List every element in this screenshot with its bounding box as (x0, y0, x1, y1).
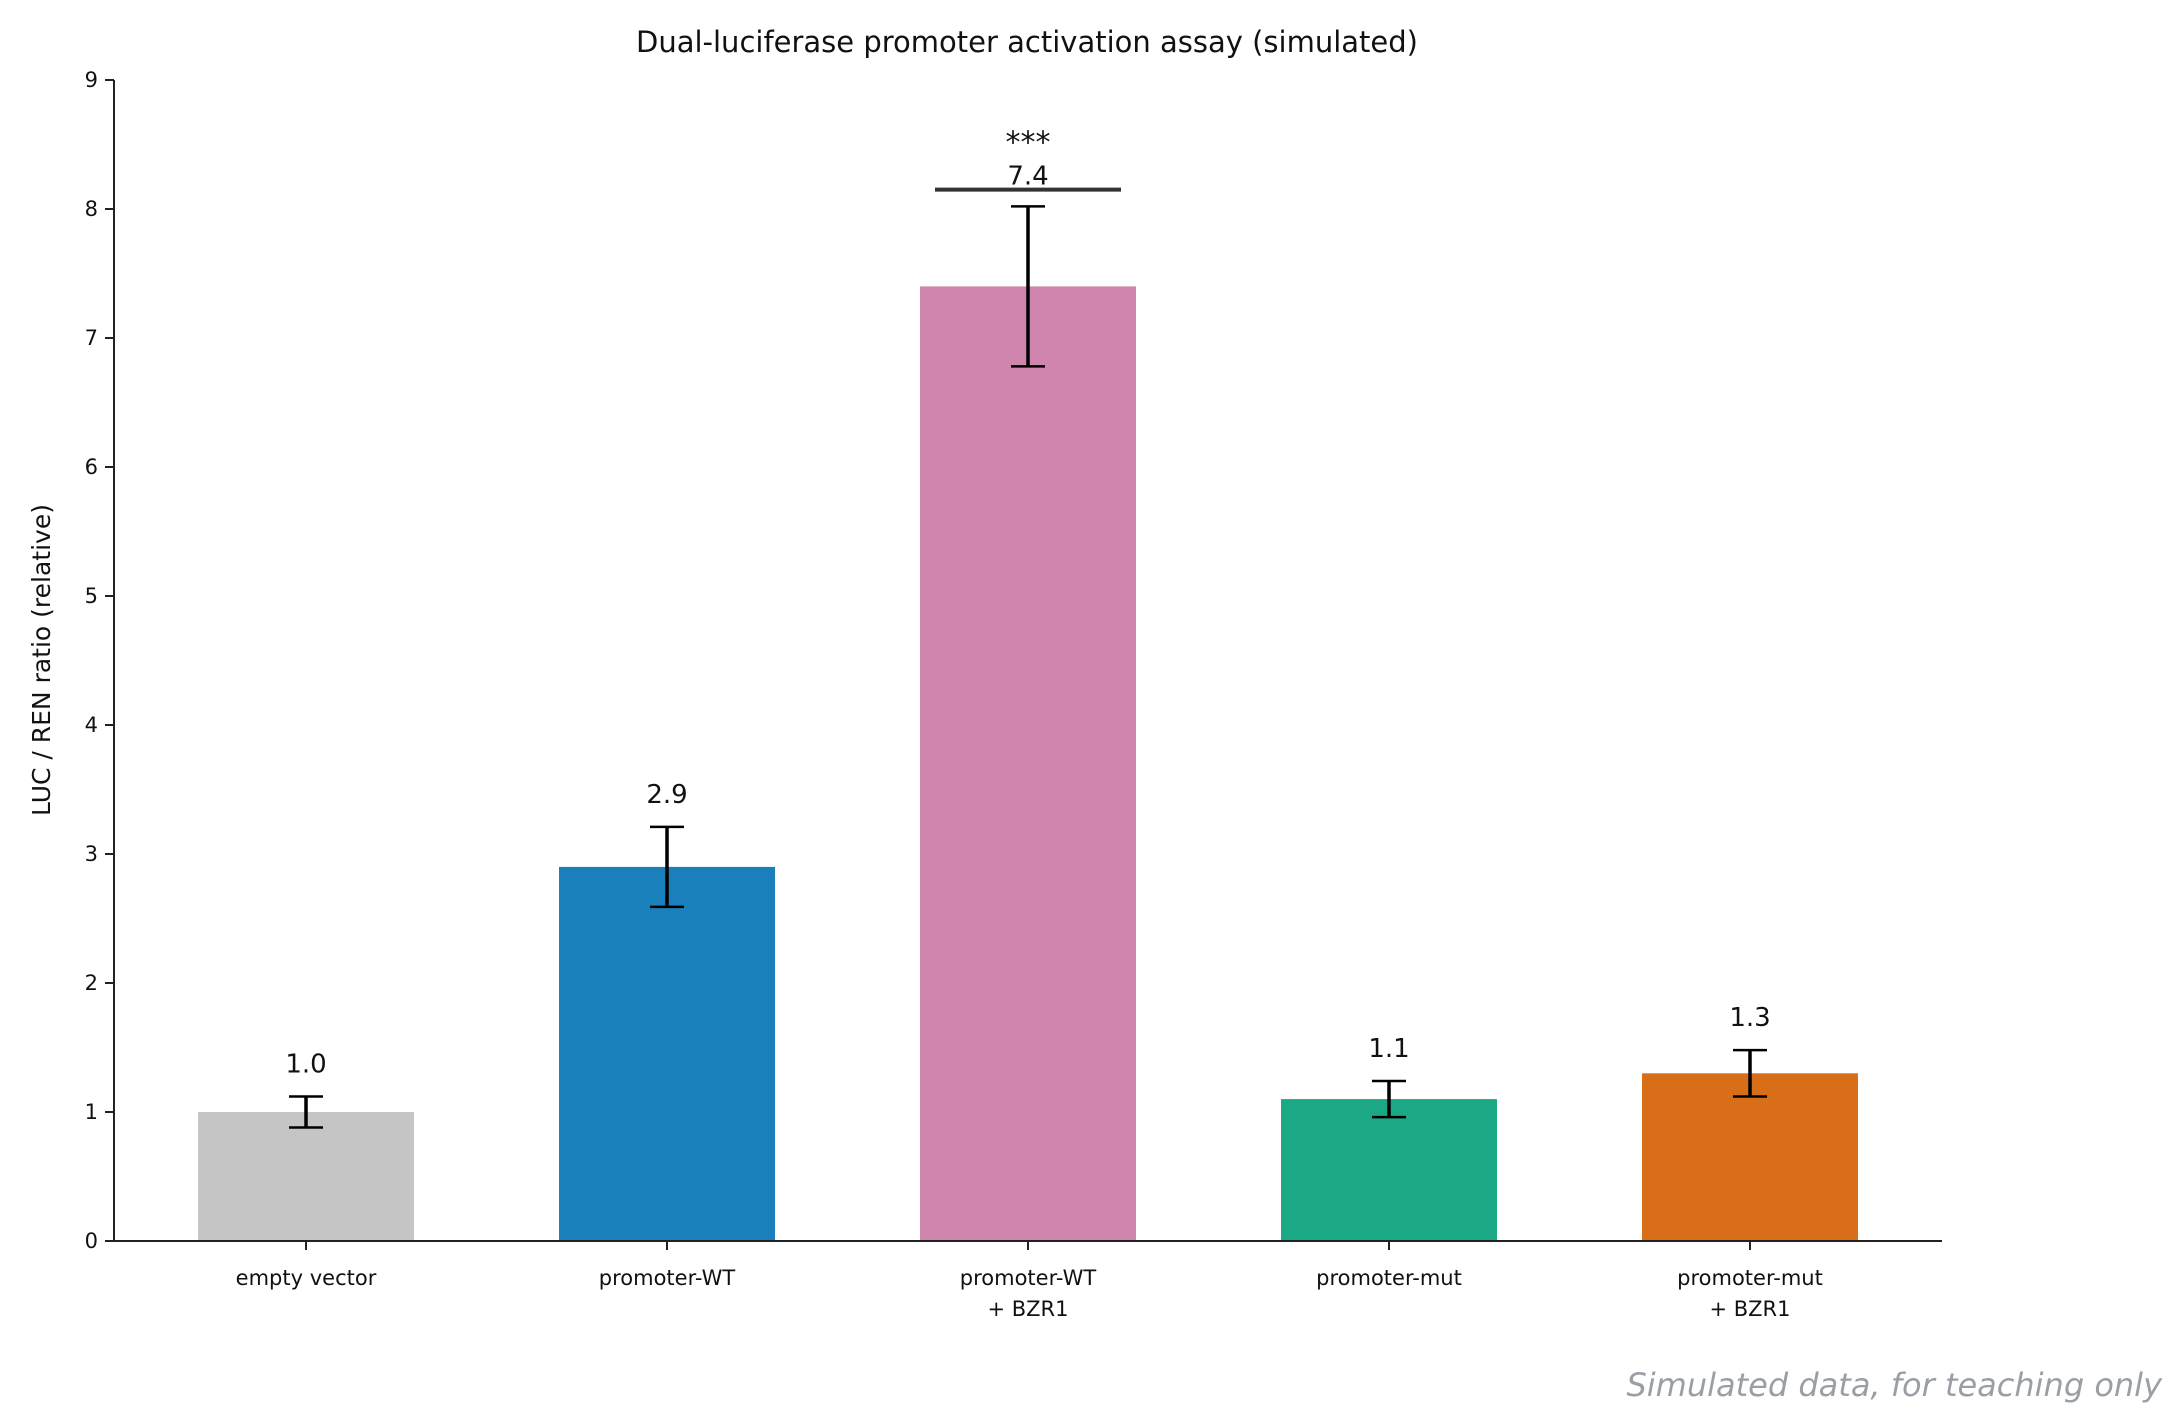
x-tick-label-4-0: promoter-mut (1677, 1266, 1823, 1290)
y-tick-label-6: 6 (85, 455, 98, 479)
x-tick-label-3-0: promoter-mut (1316, 1266, 1462, 1290)
y-tick-label-7: 7 (85, 326, 98, 350)
y-tick-label-4: 4 (85, 713, 98, 737)
bar-1 (559, 866, 775, 1241)
data-label-2: 7.4 (1007, 162, 1048, 192)
x-tick-label-2-0: promoter-WT (960, 1266, 1097, 1290)
x-tick-label-0-0: empty vector (236, 1266, 377, 1290)
x-tick-label-4-1: + BZR1 (1709, 1297, 1790, 1321)
x-tick-label-1-0: promoter-WT (599, 1266, 736, 1290)
y-tick-label-5: 5 (85, 584, 98, 608)
y-axis-label: LUC / REN ratio (relative) (27, 504, 56, 816)
y-tick-label-1: 1 (85, 1100, 98, 1124)
watermark-annotation: Simulated data, for teaching only (1626, 1366, 2163, 1404)
data-label-1: 2.9 (646, 780, 687, 810)
y-tick-label-9: 9 (85, 68, 98, 92)
bar-4 (1642, 1073, 1858, 1241)
plot-area: 0 1 2 3 4 5 6 7 8 9 empty vector promoter-WT promote… (85, 68, 1942, 1321)
y-tick-label-2: 2 (85, 971, 98, 995)
y-tick-label-8: 8 (85, 197, 98, 221)
data-label-0: 1.0 (285, 1050, 326, 1080)
x-tick-label-2-1: + BZR1 (987, 1297, 1068, 1321)
bar-3 (1281, 1099, 1497, 1241)
bar-0 (198, 1112, 414, 1241)
bar-2 (920, 286, 1136, 1241)
y-tick-label-3: 3 (85, 842, 98, 866)
data-label-3: 1.1 (1368, 1034, 1409, 1064)
significance-marker: *** (1006, 126, 1051, 161)
y-tick-label-0: 0 (85, 1229, 98, 1253)
chart-title: Dual-luciferase promoter activation assa… (636, 25, 1418, 59)
data-label-4: 1.3 (1729, 1003, 1770, 1033)
